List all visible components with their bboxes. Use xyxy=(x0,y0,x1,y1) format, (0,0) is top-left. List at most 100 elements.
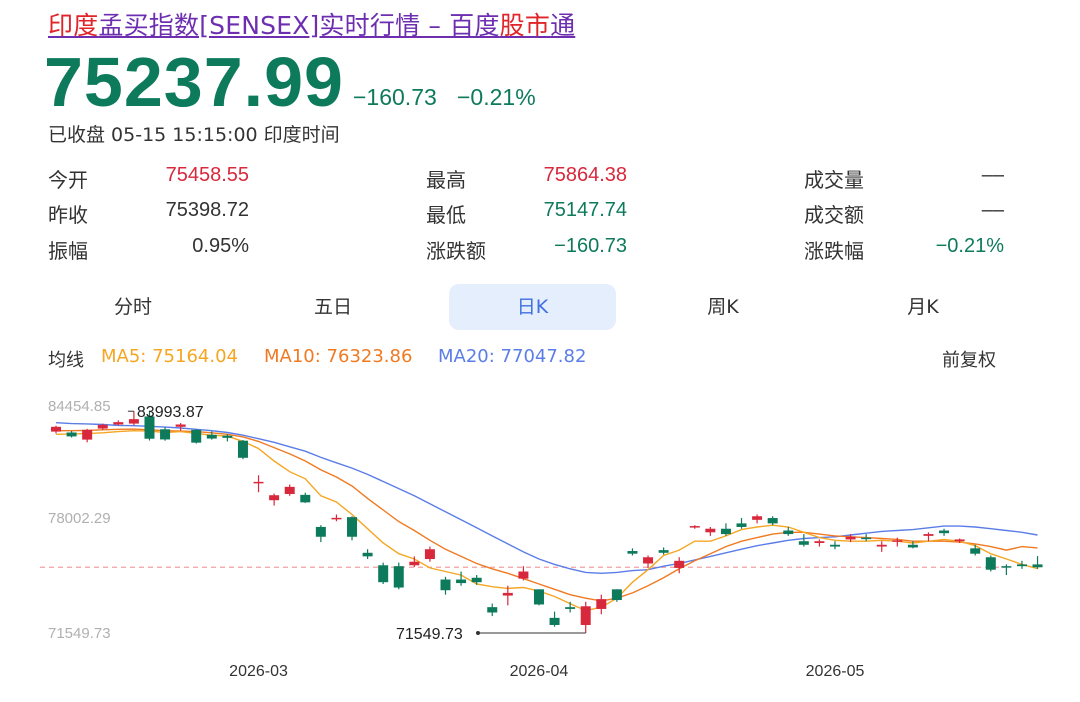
candle-body xyxy=(689,526,700,528)
candle-body xyxy=(347,517,358,537)
candle-body xyxy=(97,424,108,429)
price-change: −160.73 xyxy=(353,84,437,110)
candle-body xyxy=(206,434,217,439)
candle-body xyxy=(736,523,747,527)
candle-body xyxy=(175,424,186,427)
stat-label-open: 今开 xyxy=(48,168,88,192)
page-title[interactable]: 印度孟买指数[SENSEX]实时行情 – 百度股市通 xyxy=(48,11,576,40)
candle-body xyxy=(705,528,716,533)
candle-body xyxy=(783,530,794,535)
candle-body xyxy=(315,526,326,537)
stat-value-volume: –– xyxy=(981,164,1004,186)
candle-body xyxy=(861,537,872,540)
legend-ma10: MA10: 76323.86 xyxy=(264,346,413,367)
candle-body xyxy=(409,561,420,566)
candle-body xyxy=(533,589,544,605)
candle-body xyxy=(814,541,825,543)
candle-body xyxy=(658,550,669,553)
candle-body xyxy=(674,560,685,568)
period-tabs: 分时 五日 日K 周K 月K xyxy=(48,284,1031,330)
candle-body xyxy=(643,557,654,564)
candle-body xyxy=(502,592,513,596)
candle-body xyxy=(611,589,622,601)
stat-value-prev-close: 75398.72 xyxy=(165,199,249,221)
candle-body xyxy=(66,432,77,437)
stat-value-amplitude: 0.95% xyxy=(192,235,249,257)
candle-body xyxy=(82,429,93,440)
stat-value-turnover: –– xyxy=(981,199,1004,221)
min-marker-dot xyxy=(476,631,480,635)
candle-body xyxy=(113,422,124,425)
candle-body xyxy=(222,435,233,438)
candle-body xyxy=(565,607,576,609)
candle-body xyxy=(160,429,171,440)
candle-body xyxy=(253,481,264,484)
tab-intraday[interactable]: 分时 xyxy=(113,296,152,318)
stat-value-change-pct: −0.21% xyxy=(935,235,1004,257)
candle-body xyxy=(1032,564,1043,568)
stat-label-amplitude: 振幅 xyxy=(48,239,88,263)
ma-title: 均线 xyxy=(48,350,84,371)
ma20-line xyxy=(55,422,1038,575)
candle-body xyxy=(424,549,435,560)
candle-body xyxy=(362,552,373,557)
candle-body xyxy=(378,565,389,583)
candle-body xyxy=(128,419,139,424)
candle-body xyxy=(954,539,965,542)
candle-body xyxy=(596,599,607,609)
tab-weekly-k[interactable]: 周K xyxy=(707,296,739,318)
tab-five-day[interactable]: 五日 xyxy=(313,296,352,318)
stat-label-low: 最低 xyxy=(426,203,466,227)
candle-body xyxy=(798,541,809,545)
candle-body xyxy=(518,571,529,579)
x-tick-label: 2026-05 xyxy=(806,663,865,680)
candle-body xyxy=(456,579,467,584)
candle-body xyxy=(1016,564,1027,567)
stat-label-change-amount: 涨跌额 xyxy=(426,239,486,263)
candlestick-chart[interactable]: 84454.85 78002.29 71549.73 83993.87 71549.73… xyxy=(0,385,1080,702)
candle-body xyxy=(970,548,981,554)
candle-body xyxy=(907,544,918,548)
candle-body xyxy=(830,544,840,547)
candle-body xyxy=(767,518,778,524)
stat-value-open: 75458.55 xyxy=(165,164,249,186)
stat-value-change-amount: −160.73 xyxy=(554,235,627,257)
candle-body xyxy=(269,495,280,501)
candle-body xyxy=(331,517,342,520)
current-price: 75237.99 xyxy=(44,43,344,121)
candle-body xyxy=(939,530,950,534)
y-tick-label: 78002.29 xyxy=(48,510,111,527)
stat-label-high: 最高 xyxy=(426,168,466,192)
legend-ma20: MA20: 77047.82 xyxy=(438,346,587,367)
tab-daily-k[interactable]: 日K xyxy=(449,284,616,330)
market-status: 已收盘 05-15 15:15:00 印度时间 xyxy=(48,124,340,146)
ma10-line xyxy=(56,428,1038,602)
x-tick-label: 2026-03 xyxy=(229,663,288,680)
candle-body xyxy=(144,416,155,439)
x-tick-label: 2026-04 xyxy=(510,663,569,680)
stat-label-volume: 成交量 xyxy=(804,168,864,192)
candle-body xyxy=(300,494,311,503)
candle-body xyxy=(845,536,856,540)
min-price-label: 71549.73 xyxy=(396,626,463,643)
candle-body xyxy=(752,516,763,520)
y-tick-label: 84454.85 xyxy=(48,398,111,415)
legend-ma5: MA5: 75164.04 xyxy=(101,346,238,367)
candle-body xyxy=(627,551,638,554)
candle-body xyxy=(892,540,903,542)
candle-body xyxy=(237,440,248,458)
stat-label-prev-close: 昨收 xyxy=(48,203,88,227)
tab-monthly-k[interactable]: 月K xyxy=(907,296,939,318)
price-adjust-toggle[interactable]: 前复权 xyxy=(942,350,996,371)
candle-body xyxy=(720,528,731,535)
candle-body xyxy=(985,557,996,570)
candle-body xyxy=(549,617,560,625)
candle-body xyxy=(923,534,934,536)
candle-body xyxy=(1001,566,1012,568)
candle-body xyxy=(876,544,887,547)
candle-body xyxy=(393,566,404,588)
stat-label-turnover: 成交额 xyxy=(804,203,864,227)
stat-value-low: 75147.74 xyxy=(543,199,627,221)
candle-body xyxy=(284,486,295,494)
candle-body xyxy=(487,607,498,613)
